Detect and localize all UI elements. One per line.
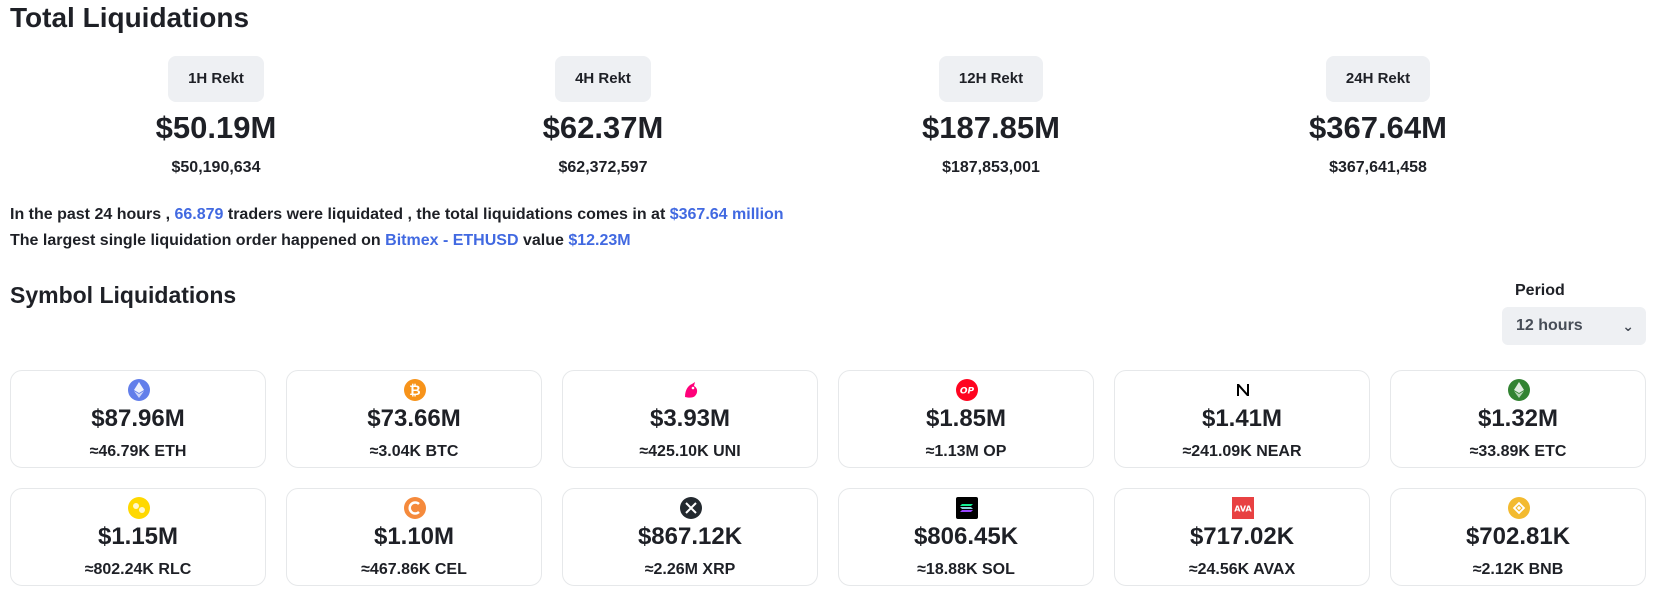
symbol-value: $806.45K: [913, 523, 1019, 550]
symbol-card[interactable]: $702.81K ≈2.12K BNB: [1390, 488, 1646, 586]
sol-icon: [956, 497, 978, 519]
symbol-value: $3.93M: [649, 405, 731, 432]
symbol-card[interactable]: $867.12K ≈2.26M XRP: [562, 488, 818, 586]
summary-label[interactable]: 24H Rekt: [1325, 56, 1431, 102]
symbol-value: $1.41M: [1201, 405, 1283, 432]
info-line-traders: In the past 24 hours , 66.879 traders we…: [10, 206, 784, 224]
symbol-value: $87.96M: [91, 405, 185, 432]
avax-icon: AVA: [1232, 497, 1254, 519]
op-icon: OP: [956, 379, 978, 401]
symbol-value: $1.85M: [925, 405, 1007, 432]
symbol-value: $1.10M: [373, 523, 455, 550]
symbol-amount: ≈425.10K UNI: [639, 443, 741, 460]
total-liquidations: $367.64 million: [669, 206, 784, 223]
chevron-down-icon: ⌄: [1622, 318, 1634, 334]
symbol-amount: ≈33.89K ETC: [1469, 443, 1567, 460]
btc-icon: ₿: [404, 379, 426, 401]
info-text: In the past 24 hours ,: [10, 206, 175, 223]
info-text: traders were liquidated , the total liqu…: [223, 206, 670, 223]
period-label: Period: [1515, 282, 1565, 299]
summary-12h: 12H Rekt $187.85M $187,853,001: [841, 56, 1141, 178]
symbol-value: $1.32M: [1477, 405, 1559, 432]
svg-text:AVA: AVA: [1234, 505, 1252, 514]
symbol-card[interactable]: $1.41M ≈241.09K NEAR: [1114, 370, 1370, 468]
bnb-icon: [1508, 497, 1530, 519]
summary-label[interactable]: 12H Rekt: [938, 56, 1044, 102]
symbol-amount: ≈2.12K BNB: [1472, 561, 1564, 578]
symbol-card[interactable]: $1.15M ≈802.24K RLC: [10, 488, 266, 586]
symbol-amount: ≈18.88K SOL: [917, 561, 1015, 578]
uni-icon: [685, 382, 698, 398]
summary-24h: 24H Rekt $367.64M $367,641,458: [1228, 56, 1528, 178]
rlc-icon: [128, 497, 150, 519]
symbol-amount: ≈241.09K NEAR: [1182, 443, 1302, 460]
symbol-card[interactable]: AVA $717.02K ≈24.56K AVAX: [1114, 488, 1370, 586]
symbol-card[interactable]: ₿ $73.66M ≈3.04K BTC: [286, 370, 542, 468]
summary-1h: 1H Rekt $50.19M $50,190,634: [66, 56, 366, 178]
symbol-amount: ≈24.56K AVAX: [1188, 561, 1296, 578]
exchange-link[interactable]: Bitmex - ETHUSD: [385, 232, 519, 249]
info-text: value: [518, 232, 569, 249]
period-value: 12 hours: [1516, 317, 1583, 334]
symbol-card[interactable]: $1.10M ≈467.86K CEL: [286, 488, 542, 586]
liquidation-summary: 1H Rekt $50.19M $50,190,634 4H Rekt $62.…: [0, 56, 1665, 176]
symbol-amount: ≈1.13M OP: [925, 443, 1007, 460]
largest-value: $12.23M: [568, 232, 631, 249]
cel-icon: [404, 497, 426, 519]
summary-exact: $187,853,001: [942, 159, 1040, 176]
symbol-card[interactable]: $806.45K ≈18.88K SOL: [838, 488, 1094, 586]
symbol-card[interactable]: $3.93M ≈425.10K UNI: [562, 370, 818, 468]
near-icon: [1237, 384, 1249, 396]
xrp-icon: [680, 497, 702, 519]
symbol-amount: ≈2.26M XRP: [644, 561, 736, 578]
summary-label[interactable]: 4H Rekt: [555, 56, 651, 102]
svg-text:OP: OP: [960, 387, 975, 397]
svg-text:₿: ₿: [409, 383, 420, 399]
symbol-value: $717.02K: [1189, 523, 1295, 550]
symbol-card[interactable]: OP $1.85M ≈1.13M OP: [838, 370, 1094, 468]
symbol-value: $702.81K: [1465, 523, 1571, 550]
summary-label[interactable]: 1H Rekt: [168, 56, 264, 102]
period-select[interactable]: 12 hours ⌄: [1502, 307, 1646, 345]
summary-value: $50.19M: [155, 110, 277, 145]
summary-value: $62.37M: [542, 110, 664, 145]
summary-value: $367.64M: [1309, 110, 1447, 145]
traders-count: 66.879: [174, 206, 224, 223]
page-title: Total Liquidations: [10, 2, 250, 33]
symbol-card[interactable]: $1.32M ≈33.89K ETC: [1390, 370, 1646, 468]
symbol-card[interactable]: $87.96M ≈46.79K ETH: [10, 370, 266, 468]
summary-exact: $50,190,634: [171, 159, 261, 176]
symbol-amount: ≈467.86K CEL: [361, 561, 467, 578]
symbol-section-title: Symbol Liquidations: [10, 282, 237, 308]
summary-value: $187.85M: [922, 110, 1060, 145]
symbol-amount: ≈802.24K RLC: [84, 561, 192, 578]
summary-exact: $62,372,597: [558, 159, 648, 176]
symbol-value: $1.15M: [97, 523, 179, 550]
eth-icon: [128, 379, 150, 401]
symbol-value: $867.12K: [637, 523, 743, 550]
symbol-value: $73.66M: [367, 405, 461, 432]
summary-exact: $367,641,458: [1329, 159, 1427, 176]
info-text: The largest single liquidation order hap…: [10, 232, 386, 249]
symbol-amount: ≈46.79K ETH: [89, 443, 187, 460]
etc-icon: [1508, 379, 1530, 401]
summary-4h: 4H Rekt $62.37M $62,372,597: [453, 56, 753, 178]
symbol-amount: ≈3.04K BTC: [369, 443, 459, 460]
info-line-largest: The largest single liquidation order hap…: [10, 232, 631, 250]
